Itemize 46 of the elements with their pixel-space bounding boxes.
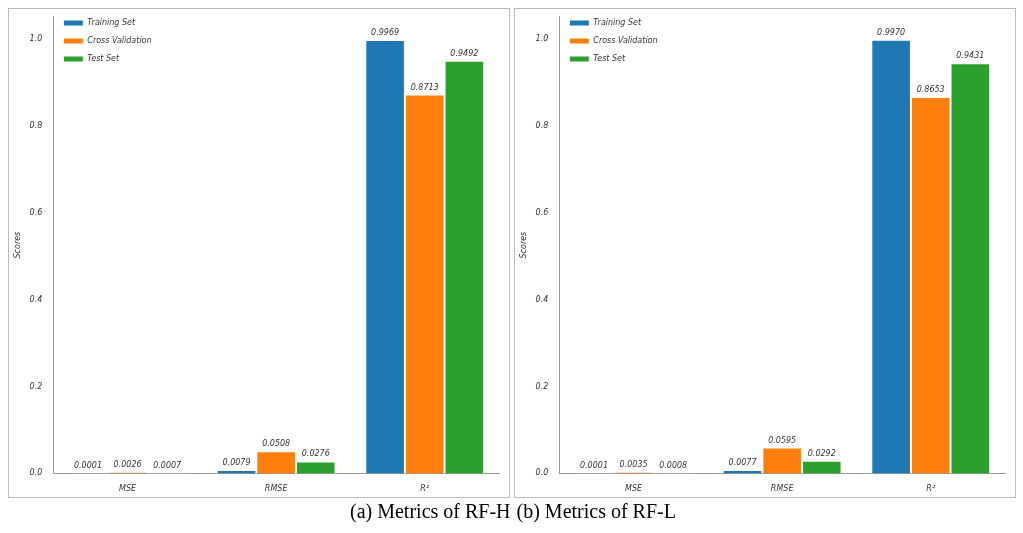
data-label: 0.9969	[371, 27, 400, 37]
data-label: 0.0026	[113, 460, 142, 470]
data-label: 0.0595	[768, 435, 797, 445]
x-tick-label: R²	[420, 484, 430, 494]
legend-label: Training Set	[593, 18, 642, 28]
data-label: 0.0077	[728, 458, 758, 468]
data-label: 0.0079	[222, 458, 251, 468]
x-tick-label: MSE	[119, 484, 138, 494]
y-tick-label: 1.0	[535, 33, 549, 43]
data-label: 0.9431	[956, 51, 985, 61]
legend-label: Cross Validation	[593, 36, 658, 46]
data-label: 0.8713	[410, 82, 439, 92]
y-tick-label: 1.0	[29, 33, 43, 43]
y-tick-label: 0.8	[29, 120, 43, 130]
x-tick-label: RMSE	[264, 484, 289, 494]
x-tick-label: MSE	[625, 484, 644, 494]
text: (b) Metrics of RF-L	[516, 500, 676, 522]
y-axis-title: Scores	[12, 231, 22, 259]
x-tick-label: R²	[926, 484, 936, 494]
legend-label: Test Set	[593, 54, 626, 64]
y-tick-label: 0.6	[535, 207, 549, 217]
data-label: 0.9970	[877, 27, 906, 37]
y-tick-label: 0.0	[29, 468, 43, 478]
data-label: 0.0008	[659, 461, 688, 471]
data-label: 0.8653	[916, 85, 945, 95]
legend-label: Test Set	[87, 54, 120, 64]
data-label: 0.0508	[262, 439, 291, 449]
y-tick-label: 0.0	[535, 468, 549, 478]
data-label: 0.0001	[579, 461, 608, 471]
legend-label: Training Set	[87, 18, 136, 28]
y-tick-label: 0.4	[29, 294, 43, 304]
y-tick-label: 0.2	[535, 381, 549, 391]
y-tick-label: 0.2	[29, 381, 43, 391]
y-tick-label: 0.8	[535, 120, 549, 130]
data-label: 0.0276	[301, 449, 330, 459]
data-label: 0.9492	[450, 48, 479, 58]
data-label: 0.0035	[619, 459, 648, 469]
legend-label: Cross Validation	[87, 36, 152, 46]
data-label: 0.0001	[73, 461, 102, 471]
y-axis-title: Scores	[518, 231, 528, 259]
text: (a) Metrics of RF-H	[350, 500, 511, 522]
x-tick-label: RMSE	[770, 484, 795, 494]
data-label: 0.0292	[807, 448, 836, 458]
y-tick-label: 0.6	[29, 207, 43, 217]
y-tick-label: 0.4	[535, 294, 549, 304]
data-label: 0.0007	[153, 461, 183, 471]
